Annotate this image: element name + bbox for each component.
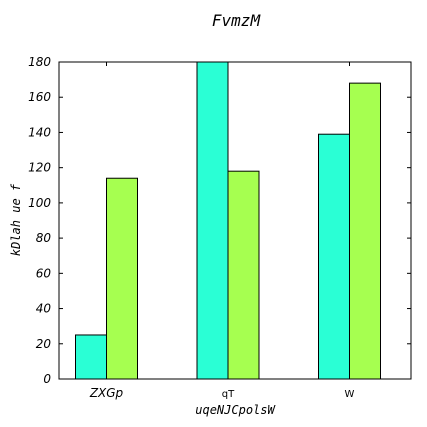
y-tick-label-100: 100 xyxy=(28,196,51,210)
y-tick-label-180: 180 xyxy=(28,55,51,69)
x-tick-label-qT: qT xyxy=(222,389,235,400)
plot-frame xyxy=(58,61,412,380)
y-axis-label: kDlah ue f xyxy=(9,183,23,256)
bars-group xyxy=(75,61,381,380)
y-tick-label-160: 160 xyxy=(28,90,51,104)
chart-title: FvmzM xyxy=(212,11,262,30)
bar-W-series-2 xyxy=(349,82,381,380)
x-tick-label-W: W xyxy=(345,389,355,400)
y-tick-label-0: 0 xyxy=(43,372,51,386)
y-tick-label-20: 20 xyxy=(36,337,52,351)
bar-qT-series-2 xyxy=(227,170,260,380)
y-tick-label-120: 120 xyxy=(28,161,51,175)
x-axis-ticks: ZXGp qT W xyxy=(89,62,355,400)
y-tick-label-40: 40 xyxy=(36,302,52,316)
bar-ZXGp-series-2 xyxy=(106,177,138,380)
y-tick-label-60: 60 xyxy=(36,266,52,280)
y-tick-label-140: 140 xyxy=(28,125,51,139)
bar-qT-series-1 xyxy=(196,61,229,380)
x-tick-label-ZXGp: ZXGp xyxy=(89,386,124,400)
bar-ZXGp-series-1 xyxy=(75,334,107,380)
bar-W-series-1 xyxy=(318,133,350,380)
y-axis-ticks: 0 20 40 60 80 100 120 140 160 180 xyxy=(28,55,411,386)
y-tick-label-80: 80 xyxy=(36,231,52,245)
x-axis-label: uqeNJCpolsW xyxy=(195,403,276,417)
